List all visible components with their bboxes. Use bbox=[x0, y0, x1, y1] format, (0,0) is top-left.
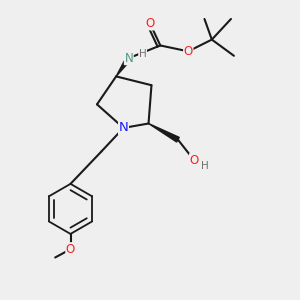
Text: N: N bbox=[118, 122, 128, 134]
Text: O: O bbox=[146, 17, 154, 30]
Polygon shape bbox=[116, 57, 131, 76]
Text: N: N bbox=[124, 52, 133, 64]
Text: O: O bbox=[66, 243, 75, 256]
Text: O: O bbox=[184, 45, 193, 58]
Text: H: H bbox=[139, 49, 146, 59]
Polygon shape bbox=[148, 124, 179, 142]
Text: O: O bbox=[190, 154, 199, 167]
Text: H: H bbox=[202, 161, 209, 171]
